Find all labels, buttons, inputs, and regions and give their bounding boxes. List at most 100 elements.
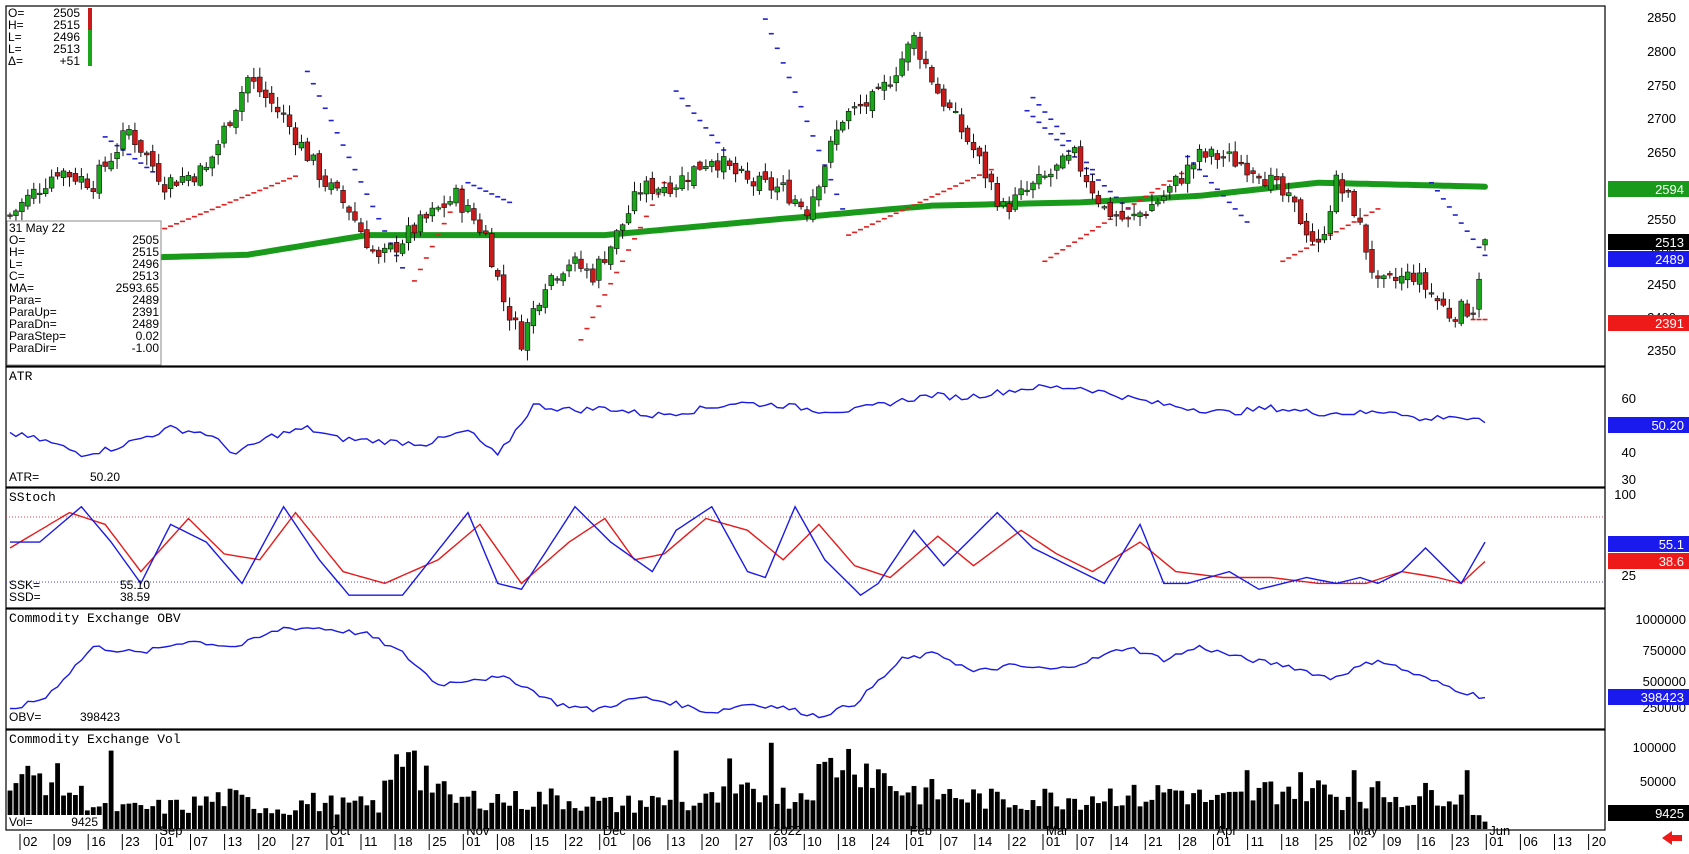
candle-body <box>37 192 43 195</box>
stoch-title: SStoch <box>9 490 56 505</box>
volume-bar <box>346 802 352 829</box>
candle-body <box>875 86 882 89</box>
volume-bar <box>55 763 60 829</box>
candle-body <box>1024 189 1030 193</box>
volume-bar <box>1214 794 1220 829</box>
volume-bar <box>1066 798 1072 829</box>
candle-body <box>405 225 412 244</box>
volume-bar <box>1220 793 1226 829</box>
svg-text:Δ=: Δ= <box>8 54 23 68</box>
candle-body <box>1018 188 1024 196</box>
candle-body <box>917 36 923 60</box>
candle-body <box>1042 175 1048 178</box>
volume-bar <box>299 800 304 829</box>
volume-bar <box>251 808 257 829</box>
candle-body <box>780 182 786 186</box>
volume-bar <box>572 808 578 829</box>
candle-body <box>310 154 317 161</box>
mini-candle <box>88 8 92 66</box>
volume-bar <box>1000 799 1006 829</box>
candle-body <box>90 188 96 192</box>
volume-bar <box>352 800 358 829</box>
candle-body <box>1149 203 1155 211</box>
candle-body <box>280 112 287 115</box>
candle-body <box>1375 275 1381 279</box>
candle-body <box>1381 275 1387 280</box>
volume-bar <box>608 797 614 829</box>
svg-text:H=: H= <box>9 245 25 259</box>
volume-bar <box>37 773 43 829</box>
volume-bar <box>1167 788 1173 829</box>
candle-body <box>239 91 245 112</box>
date-tick-label: 10 <box>807 834 821 849</box>
volume-bar <box>745 782 750 829</box>
candle-body <box>500 274 507 303</box>
date-tick-label: 23 <box>125 834 139 849</box>
volume-bar <box>233 790 239 829</box>
candle-body <box>286 114 293 127</box>
candle-body <box>292 127 299 146</box>
volume-bar <box>578 810 584 829</box>
volume-bar <box>67 792 72 829</box>
candle-body <box>185 175 192 181</box>
volume-bar <box>114 811 120 829</box>
candle-body <box>542 289 548 308</box>
volume-bar <box>322 802 328 829</box>
volume-bar <box>1244 770 1250 829</box>
volume-bar <box>25 765 31 829</box>
date-tick-label: 13 <box>1558 834 1572 849</box>
volume-bar <box>257 813 263 829</box>
candle-body <box>1268 174 1274 191</box>
candle-body <box>1452 319 1458 322</box>
candle-body <box>1387 273 1393 276</box>
date-tick-label: 18 <box>398 834 412 849</box>
candle-body <box>952 110 959 114</box>
date-tick-label: 22 <box>569 834 583 849</box>
svg-text:398423: 398423 <box>1641 690 1684 705</box>
volume-bar <box>1226 791 1232 829</box>
volume-bar <box>1250 800 1256 829</box>
scroll-right-arrow-icon[interactable] <box>1662 831 1682 845</box>
volume-bar <box>792 802 798 829</box>
candle-body <box>66 171 73 178</box>
candle-body <box>744 170 751 180</box>
candle-body <box>1095 195 1102 204</box>
candle-body <box>1065 154 1072 161</box>
candle-body <box>982 151 989 179</box>
volume-bar <box>887 786 893 829</box>
candle-body <box>768 177 774 191</box>
stoch-k-badge: 55.1 <box>1608 536 1689 552</box>
volume-bar <box>1232 791 1238 829</box>
candle-body <box>923 58 929 65</box>
volume-bar <box>382 780 388 829</box>
date-tick-label: 23 <box>1455 834 1469 849</box>
volume-bar <box>733 793 739 829</box>
volume-bar <box>917 804 923 829</box>
volume-bar <box>679 801 685 829</box>
candle-body <box>72 173 79 182</box>
candle-body <box>649 177 656 194</box>
date-tick-label: 14 <box>978 834 992 849</box>
volume-bar <box>1333 796 1339 829</box>
volume-bar <box>370 800 376 829</box>
volume-bar <box>1387 802 1393 829</box>
candle-body <box>1184 164 1191 184</box>
candle-body <box>786 179 792 204</box>
candle-body <box>1476 278 1482 310</box>
volume-bar <box>536 791 542 829</box>
volume-bar <box>697 802 703 829</box>
volume-bar <box>31 775 37 829</box>
candle-body <box>887 84 893 87</box>
candle-body <box>976 147 983 157</box>
candle-body <box>655 188 661 193</box>
candle-body <box>268 92 275 104</box>
candle-body <box>423 213 430 219</box>
candle-body <box>929 66 935 83</box>
candle-body <box>322 175 328 187</box>
svg-text:38.59: 38.59 <box>120 590 150 604</box>
volume-bar <box>507 805 512 829</box>
svg-text:2391: 2391 <box>1655 316 1684 331</box>
volume-bar <box>822 761 828 829</box>
svg-text:25: 25 <box>1622 568 1636 583</box>
candle-body <box>138 140 144 153</box>
